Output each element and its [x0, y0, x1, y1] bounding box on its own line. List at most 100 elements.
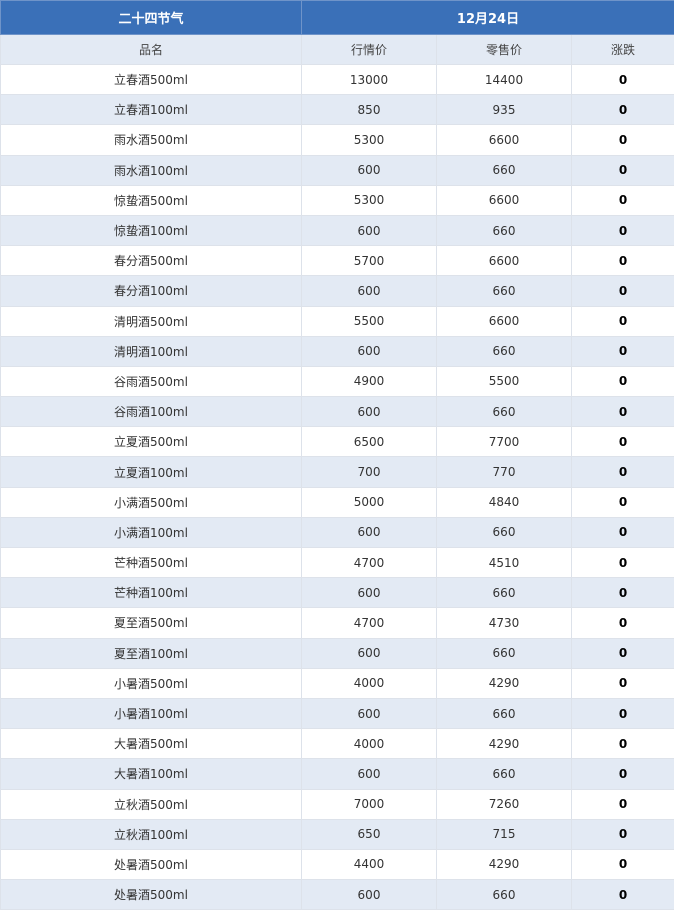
retail-price: 4840 — [436, 486, 572, 518]
table-row: 小满酒100ml 600 660 0 — [0, 516, 674, 549]
title-row: 二十四节气 12月24日 — [0, 0, 674, 35]
product-name: 小满酒100ml — [0, 516, 302, 549]
column-header-row: 品名 行情价 零售价 涨跌 — [0, 34, 674, 65]
product-name: 立秋酒100ml — [0, 818, 302, 850]
change: 0 — [571, 154, 674, 186]
product-name: 小满酒500ml — [0, 486, 302, 518]
product-name: 立秋酒500ml — [0, 788, 302, 820]
retail-price: 4290 — [436, 667, 572, 699]
table-row: 雨水酒100ml 600 660 0 — [0, 154, 674, 186]
product-name: 惊蛰酒500ml — [0, 184, 302, 216]
market-price: 600 — [301, 516, 437, 549]
market-price: 600 — [301, 577, 437, 609]
product-name: 芒种酒100ml — [0, 577, 302, 609]
retail-price: 935 — [436, 94, 572, 126]
market-price: 850 — [301, 94, 437, 126]
change: 0 — [571, 697, 674, 730]
market-price: 5300 — [301, 184, 437, 216]
product-name: 清明酒500ml — [0, 305, 302, 337]
product-name: 谷雨酒500ml — [0, 365, 302, 398]
market-price: 5500 — [301, 305, 437, 337]
column-header: 品名 — [0, 34, 302, 65]
column-header: 行情价 — [301, 34, 437, 65]
product-name: 大暑酒100ml — [0, 758, 302, 790]
change: 0 — [571, 365, 674, 398]
table-row: 立春酒500ml 13000 14400 0 — [0, 63, 674, 96]
table-row: 立春酒100ml 850 935 0 — [0, 94, 674, 126]
table-row: 春分酒500ml 5700 6600 0 — [0, 245, 674, 277]
table-row: 立秋酒100ml 650 715 0 — [0, 818, 674, 850]
change: 0 — [571, 245, 674, 277]
market-price: 7000 — [301, 788, 437, 820]
product-name: 小暑酒500ml — [0, 667, 302, 699]
product-name: 立春酒500ml — [0, 63, 302, 96]
change: 0 — [571, 396, 674, 428]
retail-price: 6600 — [436, 124, 572, 156]
market-price: 4000 — [301, 728, 437, 760]
retail-price: 660 — [436, 516, 572, 549]
market-price: 6500 — [301, 426, 437, 458]
change: 0 — [571, 94, 674, 126]
retail-price: 660 — [436, 637, 572, 669]
retail-price: 6600 — [436, 305, 572, 337]
column-header: 涨跌 — [571, 34, 674, 65]
retail-price: 14400 — [436, 63, 572, 96]
product-name: 谷雨酒100ml — [0, 396, 302, 428]
retail-price: 4290 — [436, 848, 572, 881]
table-row: 立夏酒100ml 700 770 0 — [0, 456, 674, 488]
table-row: 芒种酒100ml 600 660 0 — [0, 577, 674, 609]
market-price: 5000 — [301, 486, 437, 518]
market-price: 600 — [301, 214, 437, 247]
change: 0 — [571, 728, 674, 760]
product-name: 清明酒100ml — [0, 335, 302, 367]
retail-price: 4730 — [436, 607, 572, 639]
table-row: 大暑酒500ml 4000 4290 0 — [0, 728, 674, 760]
product-name: 立夏酒100ml — [0, 456, 302, 488]
retail-price: 770 — [436, 456, 572, 488]
change: 0 — [571, 758, 674, 790]
change: 0 — [571, 456, 674, 488]
retail-price: 5500 — [436, 365, 572, 398]
change: 0 — [571, 848, 674, 881]
market-price: 600 — [301, 697, 437, 730]
change: 0 — [571, 184, 674, 216]
product-name: 处暑酒500ml — [0, 879, 302, 910]
change: 0 — [571, 63, 674, 96]
change: 0 — [571, 546, 674, 579]
product-name: 大暑酒500ml — [0, 728, 302, 760]
market-price: 600 — [301, 879, 437, 910]
retail-price: 715 — [436, 818, 572, 850]
product-name: 立春酒100ml — [0, 94, 302, 126]
change: 0 — [571, 275, 674, 307]
change: 0 — [571, 788, 674, 820]
market-price: 700 — [301, 456, 437, 488]
change: 0 — [571, 486, 674, 518]
retail-price: 4290 — [436, 728, 572, 760]
retail-price: 6600 — [436, 184, 572, 216]
change: 0 — [571, 667, 674, 699]
product-name: 雨水酒500ml — [0, 124, 302, 156]
retail-price: 660 — [436, 396, 572, 428]
retail-price: 7260 — [436, 788, 572, 820]
table-body: 立春酒500ml 13000 14400 0 立春酒100ml 850 935 0 雨水酒500… — [0, 63, 674, 910]
market-price: 600 — [301, 154, 437, 186]
retail-price: 660 — [436, 214, 572, 247]
table-row: 处暑酒500ml 600 660 0 — [0, 879, 674, 910]
product-name: 春分酒500ml — [0, 245, 302, 277]
product-name: 立夏酒500ml — [0, 426, 302, 458]
market-price: 650 — [301, 818, 437, 850]
market-price: 4700 — [301, 546, 437, 579]
retail-price: 660 — [436, 879, 572, 910]
market-price: 4400 — [301, 848, 437, 881]
change: 0 — [571, 214, 674, 247]
change: 0 — [571, 577, 674, 609]
market-price: 600 — [301, 275, 437, 307]
table-row: 小满酒500ml 5000 4840 0 — [0, 486, 674, 518]
market-price: 600 — [301, 396, 437, 428]
table-row: 清明酒500ml 5500 6600 0 — [0, 305, 674, 337]
change: 0 — [571, 426, 674, 458]
product-name: 雨水酒100ml — [0, 154, 302, 186]
retail-price: 6600 — [436, 245, 572, 277]
